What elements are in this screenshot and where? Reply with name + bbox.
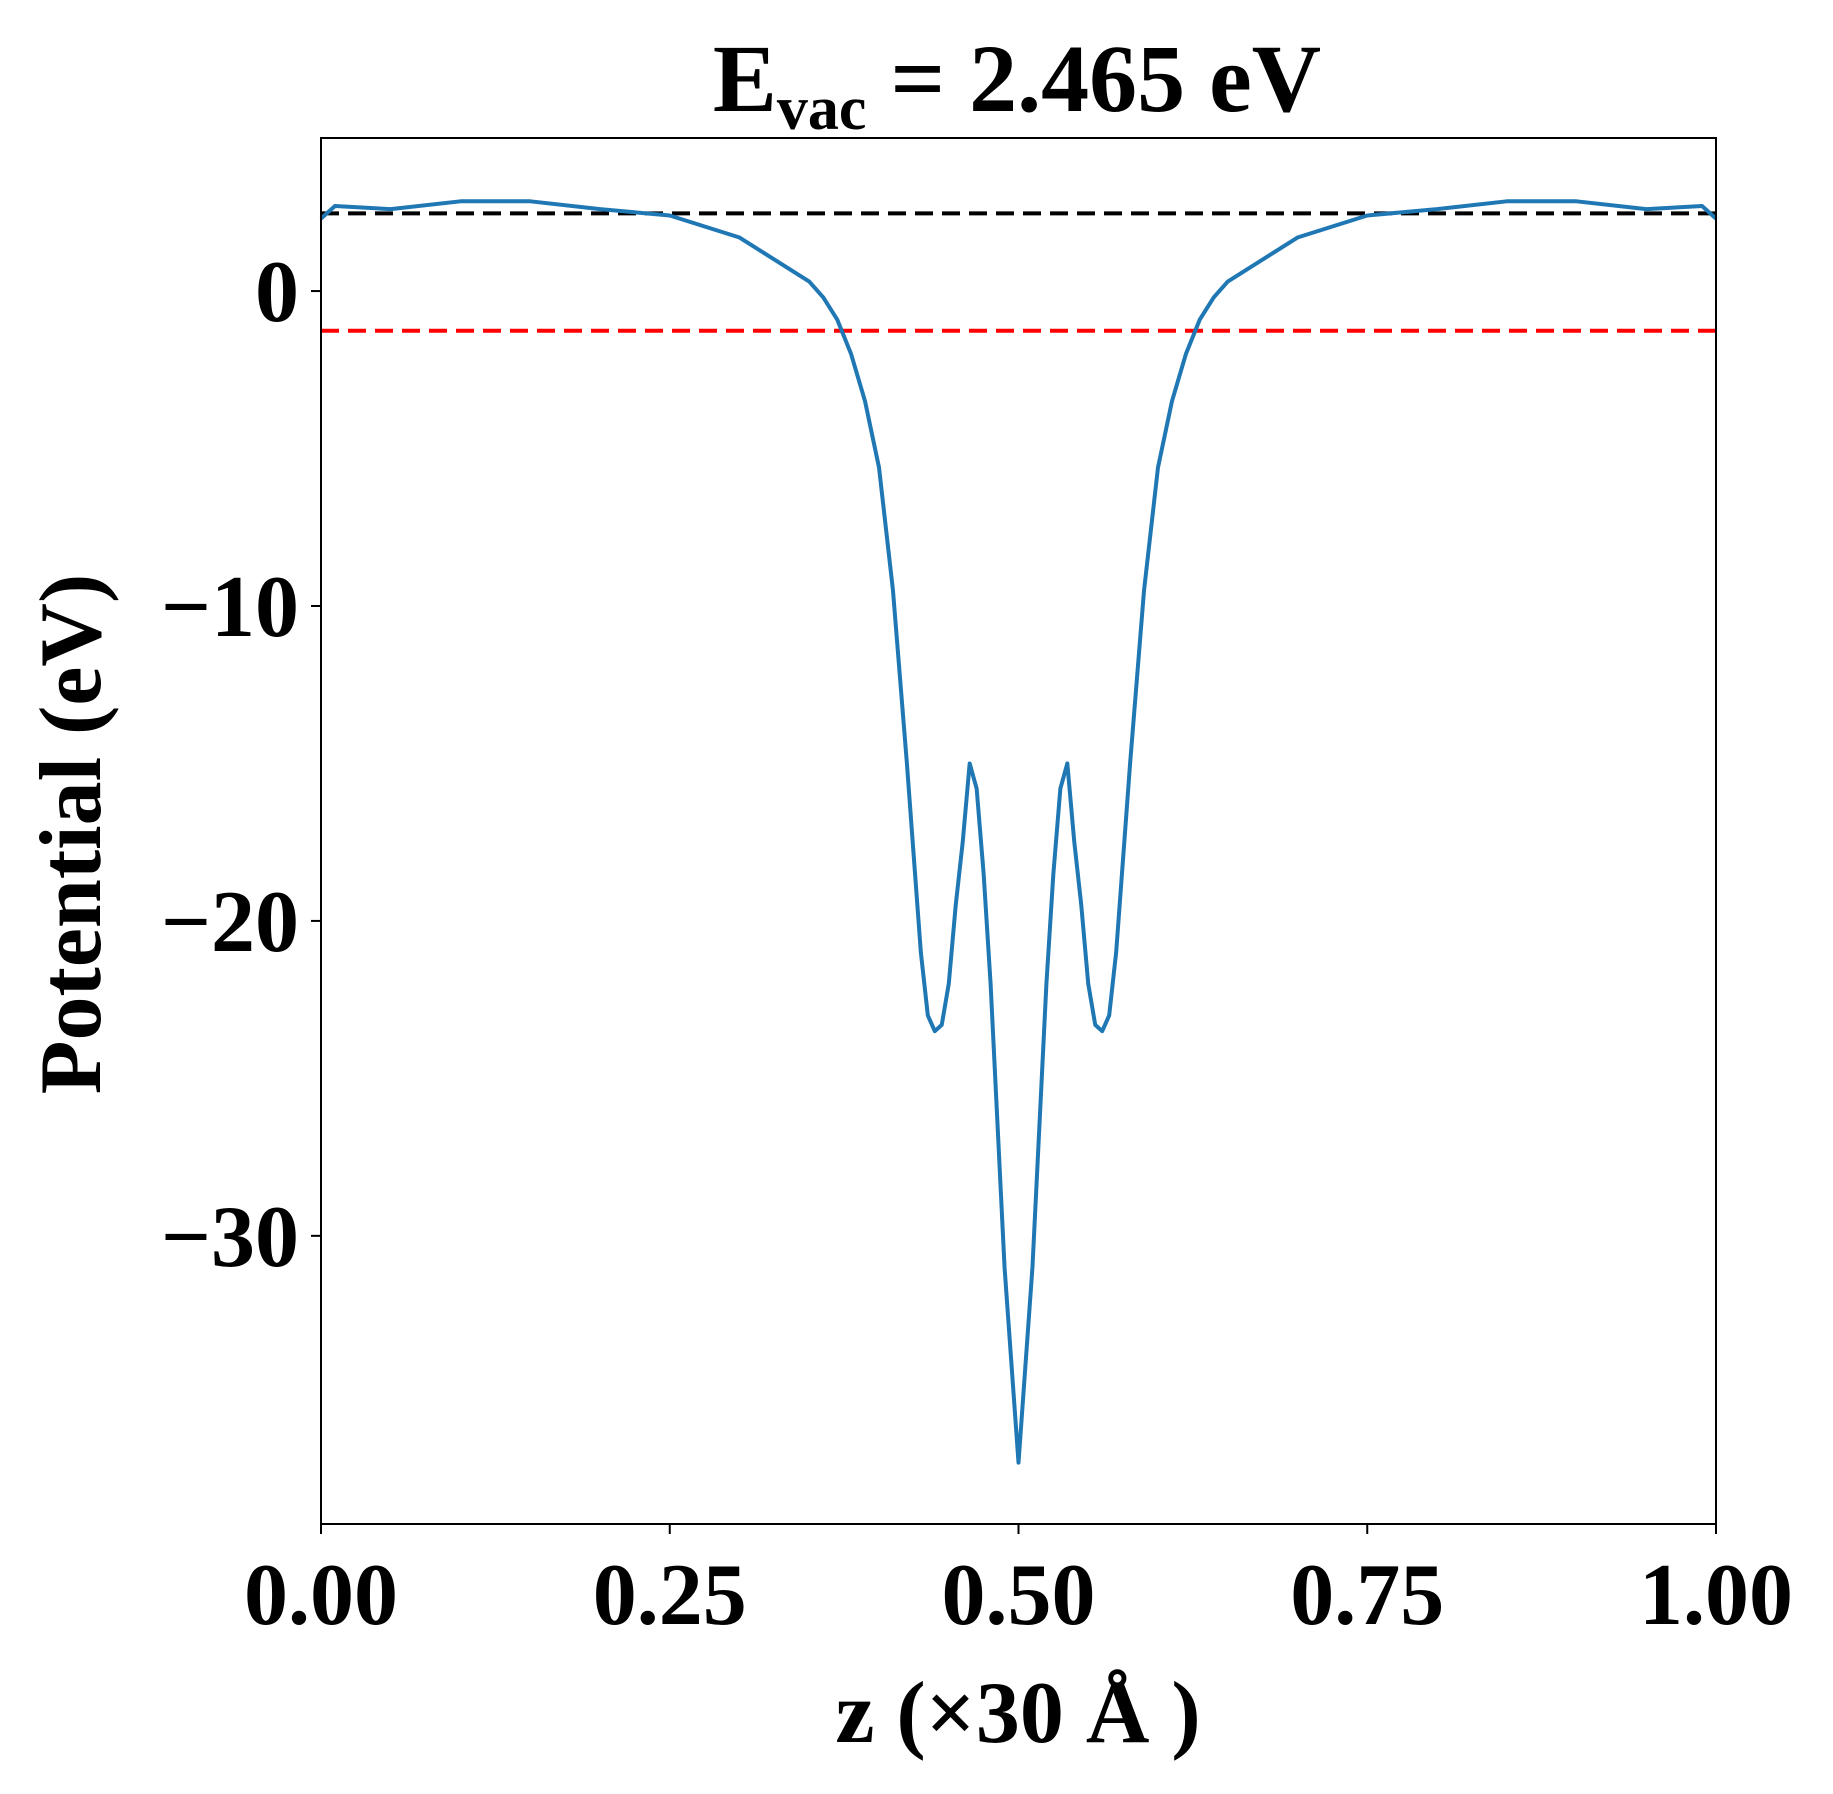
y-tick-label: 0 bbox=[255, 244, 299, 341]
title-base: E bbox=[713, 25, 777, 132]
chart-title: Evac = 2.465 eV bbox=[713, 25, 1321, 143]
y-tick-label: −20 bbox=[161, 874, 299, 971]
y-tick-label: −30 bbox=[161, 1189, 299, 1286]
x-tick-label: 0.00 bbox=[244, 1547, 398, 1644]
y-axis-label: Potential (eV) bbox=[23, 574, 120, 1094]
x-tick-label: 0.75 bbox=[1290, 1547, 1444, 1644]
title-rest: = 2.465 eV bbox=[866, 25, 1321, 132]
data-line bbox=[319, 199, 1718, 1465]
plot-frame bbox=[320, 137, 1717, 1525]
title-sub: vac bbox=[777, 75, 867, 143]
x-axis-label: z (×30 Å ) bbox=[835, 1665, 1200, 1762]
x-tick-label: 1.00 bbox=[1639, 1547, 1793, 1644]
x-tick-label: 0.25 bbox=[593, 1547, 747, 1644]
y-tick-label: −10 bbox=[161, 559, 299, 656]
x-tick-label: 0.50 bbox=[942, 1547, 1096, 1644]
